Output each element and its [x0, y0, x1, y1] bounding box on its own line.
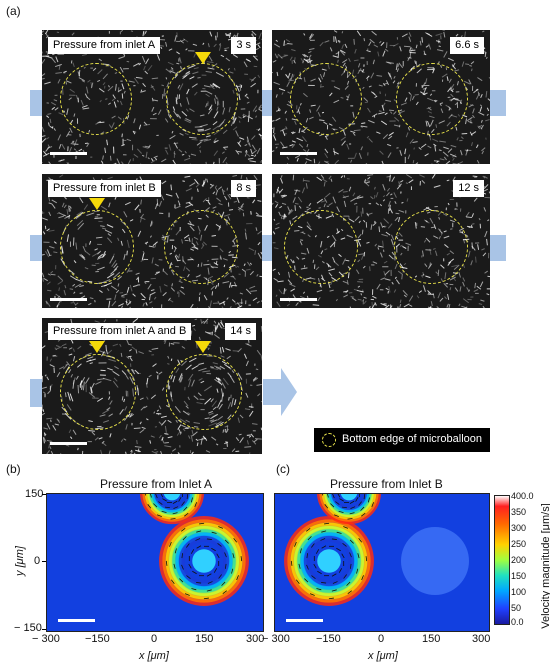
inlet-arrow-right-row1 [490, 90, 506, 116]
colorbar-tick: 200 [511, 555, 527, 565]
x-tick: −150 [316, 633, 341, 645]
microballoon-outline [284, 210, 358, 284]
inlet-arrow-left-row2 [30, 235, 42, 261]
colorbar-tick: 300 [511, 523, 527, 533]
active-balloon-marker-icon [89, 198, 105, 210]
colorbar-label: Velocity magnitude [μm/s] [540, 503, 550, 629]
x-tick: 300 [472, 633, 491, 645]
x-axis-label: x [μm] [139, 650, 169, 662]
panel-a-label: (a) [6, 4, 21, 18]
ring-legend: Bottom edge of microballoon [314, 428, 490, 452]
inlet-arrow-right-row2 [490, 235, 506, 261]
micrograph-6-6s: 6.6 s [272, 30, 490, 164]
active-balloon-marker-icon [195, 341, 211, 353]
y-tick-mark [42, 494, 46, 495]
scale-bar [280, 298, 317, 301]
micrograph-time: 8 s [231, 180, 256, 197]
micrograph-8s: Pressure from inlet B 8 s [42, 174, 262, 308]
microballoon-outline [166, 63, 238, 135]
velocity-map-inlet-b [274, 493, 490, 632]
x-tick: 0 [378, 633, 385, 645]
inlet-arrow-left-row1 [30, 90, 42, 116]
x-tick: 150 [422, 633, 441, 645]
y-tick: − 150 [14, 622, 42, 634]
y-tick: 150 [25, 488, 44, 500]
legend-text: Bottom edge of microballoon [342, 433, 483, 445]
x-axis-label: x [μm] [368, 650, 398, 662]
panel-b-label: (b) [6, 462, 21, 476]
micrograph-time: 12 s [453, 180, 484, 197]
colorbar-tick: 400.0 [511, 491, 534, 501]
micrograph-12s: 12 s [272, 174, 490, 308]
big-flow-arrow-icon [263, 368, 299, 421]
micrograph-time: 14 s [225, 323, 256, 340]
x-tick: −150 [85, 633, 110, 645]
inlet-arrow-mid-row1 [261, 90, 273, 116]
x-tick: − 300 [262, 633, 290, 645]
micrograph-3s: Pressure from inlet A 3 s [42, 30, 262, 164]
plot-title-c: Pressure from Inlet B [330, 477, 443, 491]
y-tick: 0 [34, 555, 41, 567]
colorbar-tick: 100 [511, 587, 527, 597]
microballoon-outline [60, 354, 136, 430]
scale-bar [58, 619, 95, 622]
scale-bar [50, 152, 87, 155]
microballoon-outline [166, 354, 242, 430]
colorbar-tick: 250 [511, 539, 527, 549]
colorbar-tick: 50 [511, 603, 522, 613]
y-tick-mark [42, 561, 46, 562]
dashed-ring-icon [322, 433, 336, 447]
panel-c-label: (c) [276, 462, 290, 476]
inlet-arrow-left-row3 [30, 379, 42, 407]
micrograph-caption: Pressure from inlet A and B [48, 323, 192, 340]
microballoon-outline [396, 63, 468, 135]
x-tick: − 300 [32, 633, 60, 645]
micrograph-14s: Pressure from inlet A and B 14 s [42, 318, 262, 454]
microballoon-outline [164, 210, 238, 284]
scale-bar [50, 298, 87, 301]
micrograph-caption: Pressure from inlet A [48, 37, 161, 54]
colorbar-tick: 350 [511, 507, 527, 517]
colorbar-tick: 150 [511, 571, 527, 581]
colorbar [494, 495, 510, 625]
scale-bar [286, 619, 323, 622]
micrograph-time: 6.6 s [450, 37, 484, 54]
scale-bar [50, 442, 87, 445]
micrograph-time: 3 s [231, 37, 256, 54]
colorbar-tick: 0.0 [511, 617, 524, 627]
plot-title-b: Pressure from Inlet A [100, 477, 213, 491]
scale-bar [280, 152, 317, 155]
active-balloon-marker-icon [195, 52, 211, 64]
microballoon-outline [394, 210, 468, 284]
inlet-arrow-mid-row2 [261, 235, 273, 261]
microballoon-outline [60, 210, 134, 284]
microballoon-outline [290, 63, 362, 135]
x-tick: 300 [246, 633, 265, 645]
y-axis-label: y [μm] [14, 546, 26, 576]
active-balloon-marker-icon [89, 341, 105, 353]
y-tick-mark [42, 629, 46, 630]
x-tick: 150 [195, 633, 214, 645]
microballoon-outline [60, 63, 132, 135]
x-tick: 0 [151, 633, 158, 645]
micrograph-caption: Pressure from inlet B [48, 180, 161, 197]
velocity-map-inlet-a [46, 493, 264, 632]
